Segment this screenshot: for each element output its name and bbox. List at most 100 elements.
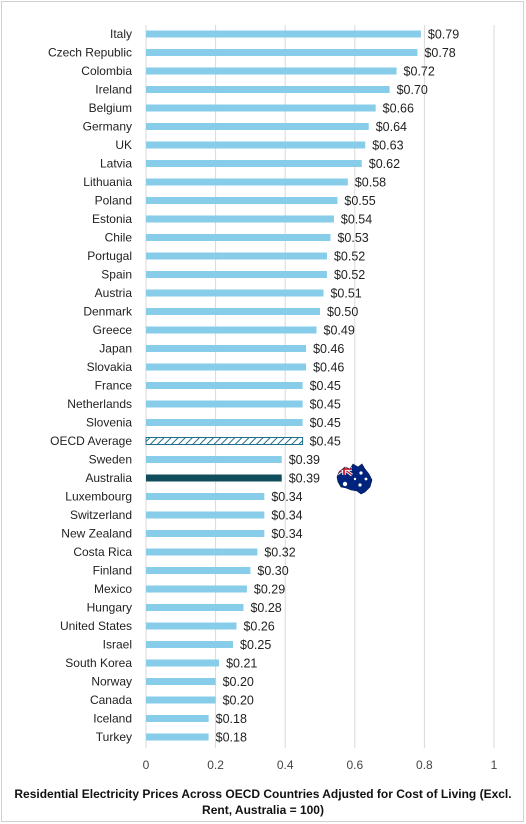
bar-estonia [146,215,334,223]
bar-finland [146,567,251,574]
bar-ireland [146,86,390,93]
bar-united-states [146,622,237,630]
bar-czech-republic [146,49,418,56]
category-label: Japan [99,342,132,356]
category-label: Colombia [81,64,132,78]
bar-south-korea [146,659,220,667]
category-label: Sweden [89,453,132,467]
category-label: Latvia [100,157,132,171]
data-label: $0.78 [424,46,455,60]
bar-chile [146,234,331,241]
data-label: $0.45 [310,435,341,449]
category-label: Canada [90,693,132,707]
data-label: $0.18 [216,731,247,745]
bar-norway [146,678,216,685]
bar-colombia [146,67,397,75]
data-label: $0.30 [257,564,288,578]
data-label: $0.52 [334,250,365,264]
bar-slovakia [146,363,307,371]
x-tick-label: 0.2 [207,758,224,772]
bar-iceland [146,715,209,722]
category-label: Iceland [93,712,132,726]
category-label: Israel [103,638,132,652]
category-label: Costa Rica [73,545,132,559]
category-label: South Korea [65,656,132,670]
category-label: Ireland [95,83,132,97]
bar-germany [146,123,369,130]
x-tick-label: 0 [143,758,150,772]
data-labels: $0.79 $0.78 $0.72 $0.70 $0.66 $0.64 $0.63 $0.62… [216,28,460,745]
bar-poland [146,197,338,204]
category-label: Austria [95,286,133,300]
category-label: Netherlands [67,397,132,411]
category-labels: Italy Czech Republic Colombia Ireland Belgiu… [48,27,133,744]
x-tick-label: 0.6 [346,758,363,772]
data-label: $0.25 [240,638,271,652]
data-label: $0.55 [344,194,375,208]
bar-new-zealand [146,530,265,537]
data-label: $0.21 [226,657,257,671]
bar-japan [146,345,307,352]
category-label: Lithuania [83,175,132,189]
x-axis-ticks: 0 0.2 0.4 0.6 0.8 1 [143,758,498,772]
data-label: $0.46 [313,342,344,356]
data-label: $0.72 [404,65,435,79]
data-label: $0.18 [216,712,247,726]
bar-luxembourg [146,493,265,500]
category-label: Hungary [87,601,132,615]
bar-lithuania [146,178,348,186]
bar-slovenia [146,419,303,426]
data-label: $0.32 [264,546,295,560]
bar-austria [146,289,324,297]
data-label: $0.45 [310,416,341,430]
bar-latvia [146,160,362,167]
category-label: Italy [110,27,132,41]
data-label: $0.51 [330,287,361,301]
data-label: $0.20 [223,694,254,708]
category-label: Norway [91,675,132,689]
data-label: $0.66 [383,102,414,116]
bar-australia [146,474,282,482]
data-label: $0.45 [310,398,341,412]
bar-sweden [146,456,282,463]
bar-italy [146,30,421,38]
bar-denmark [146,308,320,315]
category-label: Portugal [87,249,132,263]
data-label: $0.79 [428,28,459,42]
category-label: Australia [85,471,132,485]
bar-mexico [146,585,247,593]
data-label: $0.45 [310,379,341,393]
category-label: Luxembourg [65,490,132,504]
category-label: Turkey [96,730,132,744]
bar-hungary [146,604,244,611]
bar-portugal [146,252,327,260]
x-axis-label: Residential Electricity Prices Across OE… [14,787,512,817]
category-label: Belgium [89,101,132,115]
category-label: Finland [93,564,132,578]
bar-uk [146,141,366,149]
category-label: Poland [95,194,132,208]
data-label: $0.20 [223,675,254,689]
category-label: Estonia [92,212,132,226]
category-label: Germany [83,120,132,134]
bar-israel [146,641,233,648]
data-label: $0.54 [341,213,372,227]
x-tick-label: 0.8 [416,758,433,772]
category-label: Chile [105,231,133,245]
bar-oecd-average [145,437,304,445]
data-label: $0.28 [250,601,281,615]
data-label: $0.34 [271,527,302,541]
data-label: $0.49 [324,324,355,338]
x-tick-label: 1 [491,758,498,772]
category-label: Switzerland [70,508,132,522]
bar-belgium [146,104,376,112]
data-label: $0.70 [397,83,428,97]
category-label: United States [60,619,132,633]
data-label: $0.62 [369,157,400,171]
bar-costa-rica [146,548,258,556]
data-label: $0.34 [271,509,302,523]
bar-canada [146,696,216,704]
data-label: $0.50 [327,305,358,319]
